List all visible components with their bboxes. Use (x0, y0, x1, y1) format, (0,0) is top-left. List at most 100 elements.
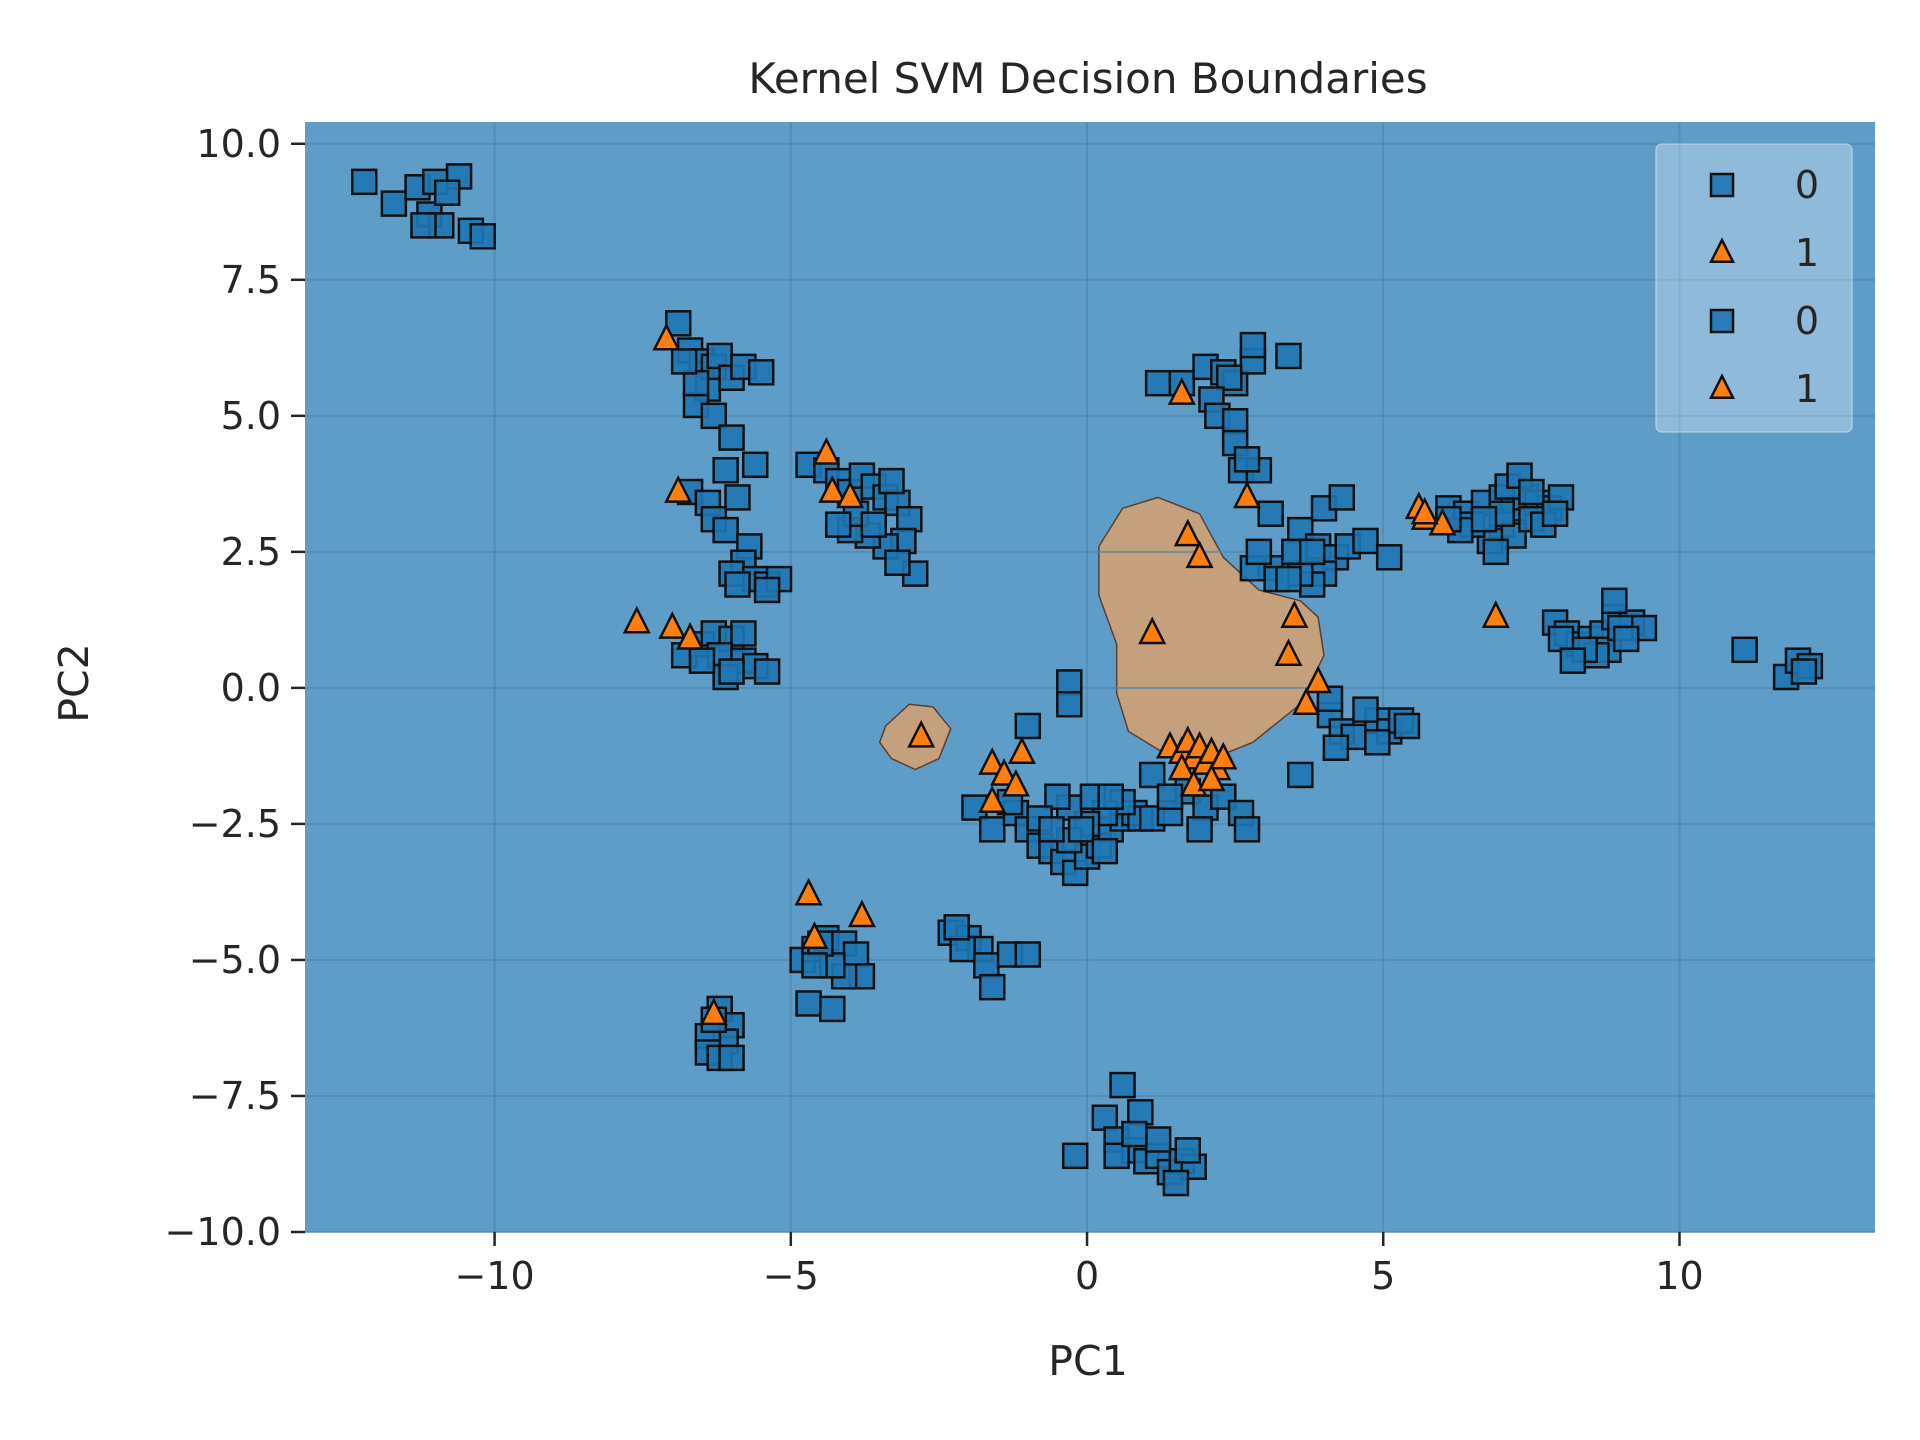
point-class-0 (1221, 408, 1249, 435)
y-tick-label: −2.5 (189, 802, 281, 846)
point-class-0 (896, 505, 923, 533)
point-class-0 (1138, 761, 1166, 789)
y-tick-label: 10.0 (196, 122, 281, 166)
point-class-0 (1518, 478, 1545, 506)
point-class-0 (1352, 696, 1379, 723)
point-class-0 (469, 223, 496, 250)
point-class-0 (848, 963, 876, 990)
legend-label: 0 (1795, 299, 1819, 343)
x-tick-label: 0 (1075, 1254, 1099, 1298)
point-class-0 (1601, 587, 1628, 615)
point-class-0 (1275, 342, 1302, 370)
point-class-0 (1121, 1120, 1148, 1148)
point-class-0 (753, 576, 781, 604)
point-class-1 (818, 475, 847, 503)
point-class-0 (795, 990, 822, 1017)
point-class-0 (1215, 364, 1243, 391)
point-class-0 (1547, 625, 1575, 653)
y-tick-label: −10.0 (165, 1210, 281, 1254)
point-class-0 (747, 359, 775, 386)
point-class-0 (1038, 816, 1065, 843)
point-class-0 (1061, 1142, 1089, 1170)
point-class-0 (1109, 1071, 1136, 1099)
x-axis: −10 −5 0 5 10 (454, 1232, 1704, 1298)
x-tick-label: 10 (1655, 1254, 1703, 1298)
point-class-0 (1541, 500, 1569, 528)
point-class-0 (1174, 1137, 1202, 1164)
point-class-0 (1482, 538, 1510, 566)
point-class-0 (730, 620, 757, 647)
point-class-1 (658, 611, 687, 639)
point-class-1 (836, 480, 865, 509)
legend-label: 1 (1795, 367, 1819, 411)
point-class-0 (1103, 1142, 1130, 1170)
point-class-0 (700, 402, 728, 430)
point-class-0 (860, 511, 888, 538)
point-class-0 (433, 179, 461, 206)
point-class-1 (699, 997, 728, 1026)
point-class-1 (1232, 480, 1262, 509)
point-class-0 (1156, 783, 1184, 810)
point-class-1 (978, 785, 1007, 813)
point-class-0 (1287, 761, 1314, 789)
point-class-0 (712, 516, 739, 544)
point-class-0 (842, 941, 870, 968)
y-tick-label: 2.5 (221, 530, 281, 574)
point-class-0 (1162, 1169, 1190, 1197)
point-class-0 (1731, 636, 1758, 664)
point-class-0 (1375, 544, 1403, 571)
point-class-0 (1056, 690, 1083, 718)
point-class-0 (1393, 712, 1421, 740)
background-decision-region (305, 122, 1875, 1232)
point-class-0 (1097, 783, 1124, 810)
point-class-0 (1245, 538, 1273, 566)
point-class-1 (622, 605, 651, 634)
point-class-1 (1173, 518, 1202, 547)
y-axis: 10.0 7.5 5.0 2.5 0.0 −2.5 −5.0 −7.5 −10.0 (165, 122, 305, 1254)
point-class-0 (718, 1044, 745, 1072)
point-class-0 (1144, 369, 1172, 397)
point-class-0 (1470, 505, 1498, 533)
point-class-0 (1014, 941, 1042, 968)
point-class-0 (978, 973, 1006, 1001)
point-class-0 (949, 935, 976, 963)
legend-marker-square (1709, 172, 1735, 198)
point-class-0 (1257, 500, 1284, 528)
point-class-1 (1481, 600, 1510, 628)
point-class-1 (1167, 377, 1196, 405)
point-class-0 (753, 658, 781, 685)
y-tick-label: −7.5 (189, 1074, 281, 1118)
data-points (350, 163, 1824, 1197)
point-class-0 (884, 549, 911, 576)
point-class-1 (1138, 616, 1167, 645)
point-class-1 (1185, 540, 1214, 569)
point-class-0 (1364, 729, 1391, 756)
point-class-0 (706, 342, 733, 370)
point-class-1 (1410, 496, 1439, 525)
point-class-1 (652, 322, 681, 351)
point-class-1 (800, 921, 829, 950)
y-axis-label: PC2 (50, 643, 98, 722)
point-class-1 (990, 758, 1019, 786)
point-class-0 (1127, 1099, 1154, 1126)
point-class-1 (907, 719, 936, 748)
point-class-0 (1091, 1104, 1119, 1131)
point-class-1 (1274, 638, 1303, 667)
point-class-0 (1298, 538, 1326, 566)
legend-label: 1 (1795, 231, 1819, 275)
y-tick-label: 7.5 (221, 258, 281, 302)
point-class-1 (1280, 600, 1309, 628)
plot-area (305, 122, 1875, 1233)
point-class-1 (978, 747, 1007, 775)
point-class-0 (1352, 527, 1379, 555)
point-class-0 (1233, 446, 1261, 473)
point-class-0 (1322, 734, 1350, 761)
point-class-0 (410, 212, 437, 239)
point-class-0 (1014, 712, 1042, 740)
point-class-0 (742, 451, 769, 479)
point-class-0 (350, 168, 378, 196)
point-class-0 (718, 424, 745, 451)
point-class-0 (1790, 658, 1818, 685)
x-tick-label: 5 (1371, 1254, 1395, 1298)
y-tick-label: −5.0 (189, 938, 281, 982)
